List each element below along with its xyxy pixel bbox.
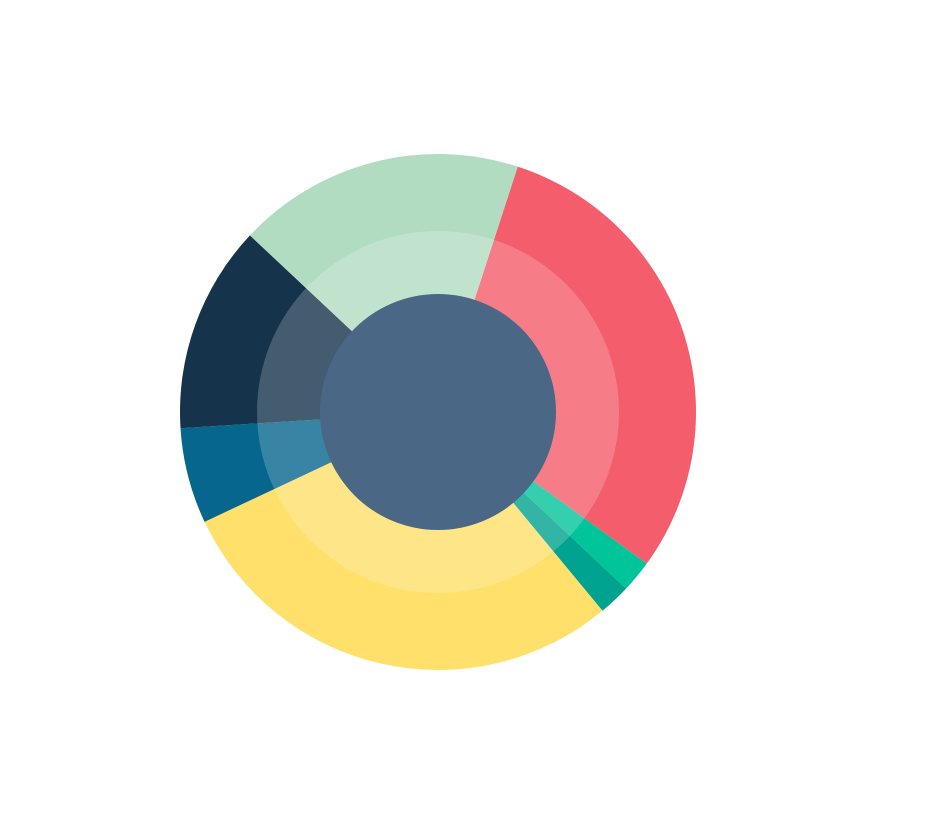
wedge xyxy=(438,166,696,564)
wedge xyxy=(204,412,603,670)
center-disc xyxy=(320,294,556,530)
